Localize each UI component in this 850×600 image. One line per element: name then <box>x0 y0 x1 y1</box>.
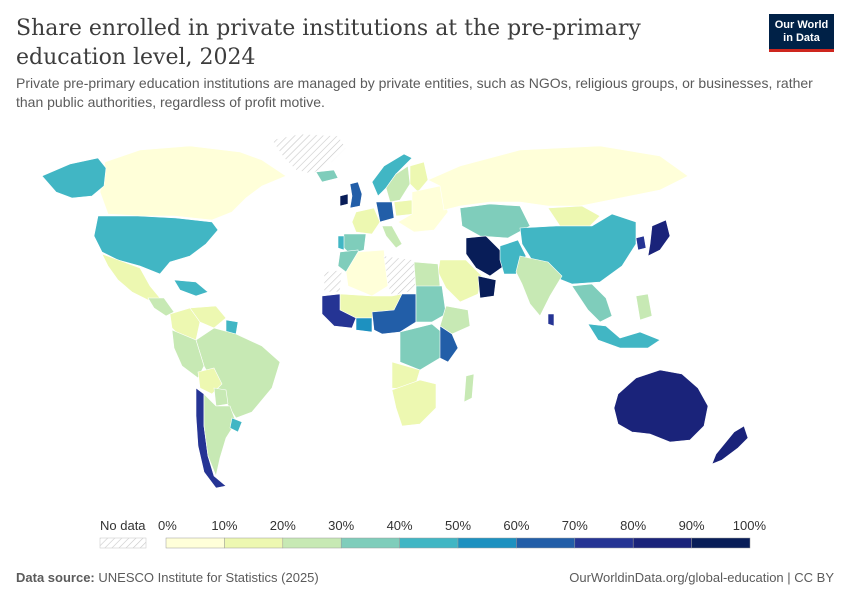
region-indonesia[interactable] <box>587 323 661 349</box>
legend-no-data-label: No data <box>100 518 146 533</box>
region-sudan[interactable] <box>415 285 447 323</box>
legend-tick-6: 60% <box>503 518 529 533</box>
region-norway[interactable] <box>371 153 413 197</box>
region-germany[interactable] <box>375 201 395 223</box>
region-philippines[interactable] <box>635 293 653 321</box>
map-legend: No data 0% 10% 20% 30% 40% 50% 60% 70% 80% 90% 100… <box>99 518 766 549</box>
legend-bin-0[interactable] <box>165 537 225 549</box>
region-france[interactable] <box>351 207 381 235</box>
region-madagascar[interactable] <box>463 373 475 403</box>
legend-bin-2[interactable] <box>282 537 342 549</box>
region-new-zealand[interactable] <box>711 425 749 465</box>
region-south-korea[interactable] <box>635 235 647 251</box>
legend-bin-5[interactable] <box>457 537 517 549</box>
legend-bin-3[interactable] <box>340 537 400 549</box>
legend-tick-1: 10% <box>211 518 237 533</box>
region-venezuela[interactable] <box>189 305 227 329</box>
region-sri-lanka[interactable] <box>547 313 555 327</box>
region-uk[interactable] <box>349 181 363 209</box>
region-ireland[interactable] <box>339 193 349 207</box>
region-east-africa[interactable] <box>439 325 459 363</box>
legend-bin-1[interactable] <box>224 537 284 549</box>
region-caribbean[interactable] <box>173 279 209 297</box>
legend-tick-10: 100% <box>733 518 767 533</box>
owid-logo[interactable]: Our World in Data <box>769 14 834 52</box>
world-map[interactable] <box>0 126 850 516</box>
region-central-africa[interactable] <box>399 323 445 371</box>
region-uruguay[interactable] <box>229 417 243 433</box>
region-india[interactable] <box>515 255 563 317</box>
region-west-africa[interactable] <box>321 293 357 329</box>
region-central-america[interactable] <box>147 297 175 317</box>
region-ethiopia[interactable] <box>439 305 471 335</box>
data-source: Data source: UNESCO Institute for Statis… <box>16 570 319 585</box>
legend-tick-9: 90% <box>679 518 705 533</box>
legend-no-data-swatch <box>99 537 147 549</box>
region-libya[interactable] <box>383 255 417 297</box>
legend-tick-3: 30% <box>328 518 354 533</box>
legend-bin-8[interactable] <box>632 537 692 549</box>
legend-bin-4[interactable] <box>399 537 459 549</box>
logo-line-1: Our World <box>774 19 829 31</box>
source-text: UNESCO Institute for Statistics (2025) <box>98 570 319 585</box>
region-saudi-arabia[interactable] <box>437 259 483 303</box>
region-poland[interactable] <box>393 199 415 217</box>
region-kazakhstan[interactable] <box>459 203 531 239</box>
logo-line-2: in Data <box>783 32 820 44</box>
region-iran[interactable] <box>465 235 505 277</box>
region-canada[interactable] <box>99 145 287 221</box>
region-russia[interactable] <box>427 145 689 211</box>
region-southern-africa[interactable] <box>391 379 437 427</box>
legend-tick-8: 80% <box>620 518 646 533</box>
legend-bin-7[interactable] <box>574 537 634 549</box>
region-oman[interactable] <box>477 275 497 299</box>
legend-tick-2: 20% <box>270 518 296 533</box>
region-greenland[interactable] <box>271 133 347 175</box>
region-italy[interactable] <box>381 225 403 249</box>
region-paraguay[interactable] <box>213 387 229 407</box>
source-label: Data source: <box>16 570 95 585</box>
country-shapes <box>41 133 749 489</box>
region-ghana[interactable] <box>355 317 373 333</box>
legend-tick-4: 40% <box>387 518 413 533</box>
legend-tick-5: 50% <box>445 518 471 533</box>
region-usa[interactable] <box>93 215 219 275</box>
region-portugal[interactable] <box>337 235 345 251</box>
legend-bin-6[interactable] <box>516 537 576 549</box>
region-japan[interactable] <box>647 219 671 257</box>
chart-title: Share enrolled in private institutions a… <box>16 16 641 70</box>
region-argentina[interactable] <box>203 393 237 478</box>
legend-tick-7: 70% <box>562 518 588 533</box>
legend-bins <box>165 537 751 549</box>
region-mongolia[interactable] <box>547 205 601 227</box>
legend-tick-0: 0% <box>158 518 177 533</box>
footer-link[interactable]: OurWorldinData.org/global-education | CC… <box>569 570 834 585</box>
legend-ticks: 0% 10% 20% 30% 40% 50% 60% 70% 80% 90% 100% <box>158 518 766 533</box>
region-iceland[interactable] <box>315 169 339 183</box>
region-alaska[interactable] <box>41 157 107 199</box>
region-peru[interactable] <box>171 329 205 379</box>
legend-bin-9[interactable] <box>691 537 751 549</box>
region-western-sahara[interactable] <box>323 269 343 293</box>
region-finland[interactable] <box>409 161 429 193</box>
chart-subtitle: Private pre-primary education institutio… <box>16 75 813 110</box>
region-australia[interactable] <box>613 369 709 443</box>
region-southeast-asia[interactable] <box>571 283 613 323</box>
